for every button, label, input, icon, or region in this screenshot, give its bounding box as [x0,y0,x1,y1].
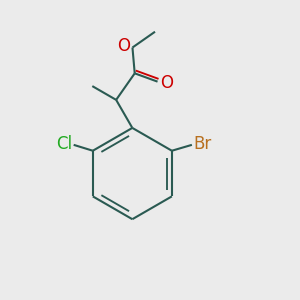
Text: Cl: Cl [56,135,72,153]
Text: Br: Br [194,135,211,153]
Text: O: O [117,37,130,55]
Text: O: O [160,74,173,92]
